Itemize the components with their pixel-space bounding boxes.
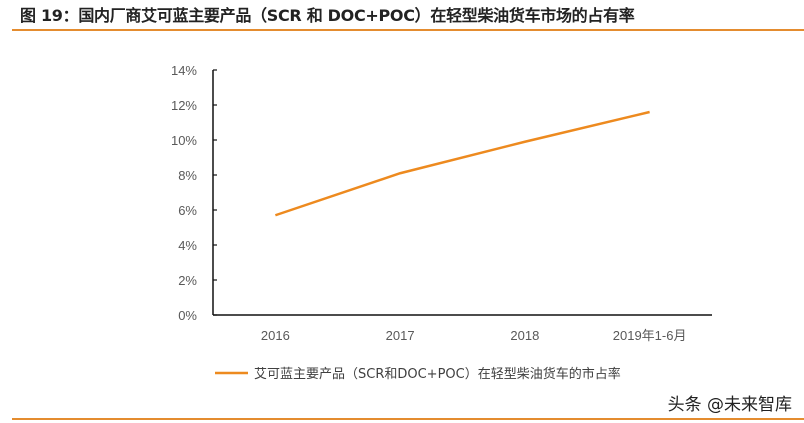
bottom-divider	[12, 418, 804, 420]
series-line	[274, 110, 650, 217]
x-tick-label: 2017	[386, 328, 415, 343]
top-divider	[12, 29, 804, 31]
y-tick-label: 6%	[178, 203, 197, 218]
y-tick-label: 14%	[171, 63, 197, 78]
x-tick-label: 2016	[261, 328, 290, 343]
figure-title: 图 19：国内厂商艾可蓝主要产品（SCR 和 DOC+POC）在轻型柴油货车市场…	[20, 6, 635, 25]
watermark: 头条 @未来智库	[667, 395, 792, 415]
y-tick-label: 2%	[178, 273, 197, 288]
y-tick-label: 10%	[171, 133, 197, 148]
y-tick-label: 4%	[178, 238, 197, 253]
y-tick-label: 8%	[178, 168, 197, 183]
y-tick-label: 12%	[171, 98, 197, 113]
x-tick-label: 2018	[510, 328, 539, 343]
y-tick-label: 0%	[178, 308, 197, 323]
x-tick-label: 2019年1-6月	[613, 328, 687, 343]
legend-label: 艾可蓝主要产品（SCR和DOC+POC）在轻型柴油货车的市占率	[254, 366, 621, 382]
